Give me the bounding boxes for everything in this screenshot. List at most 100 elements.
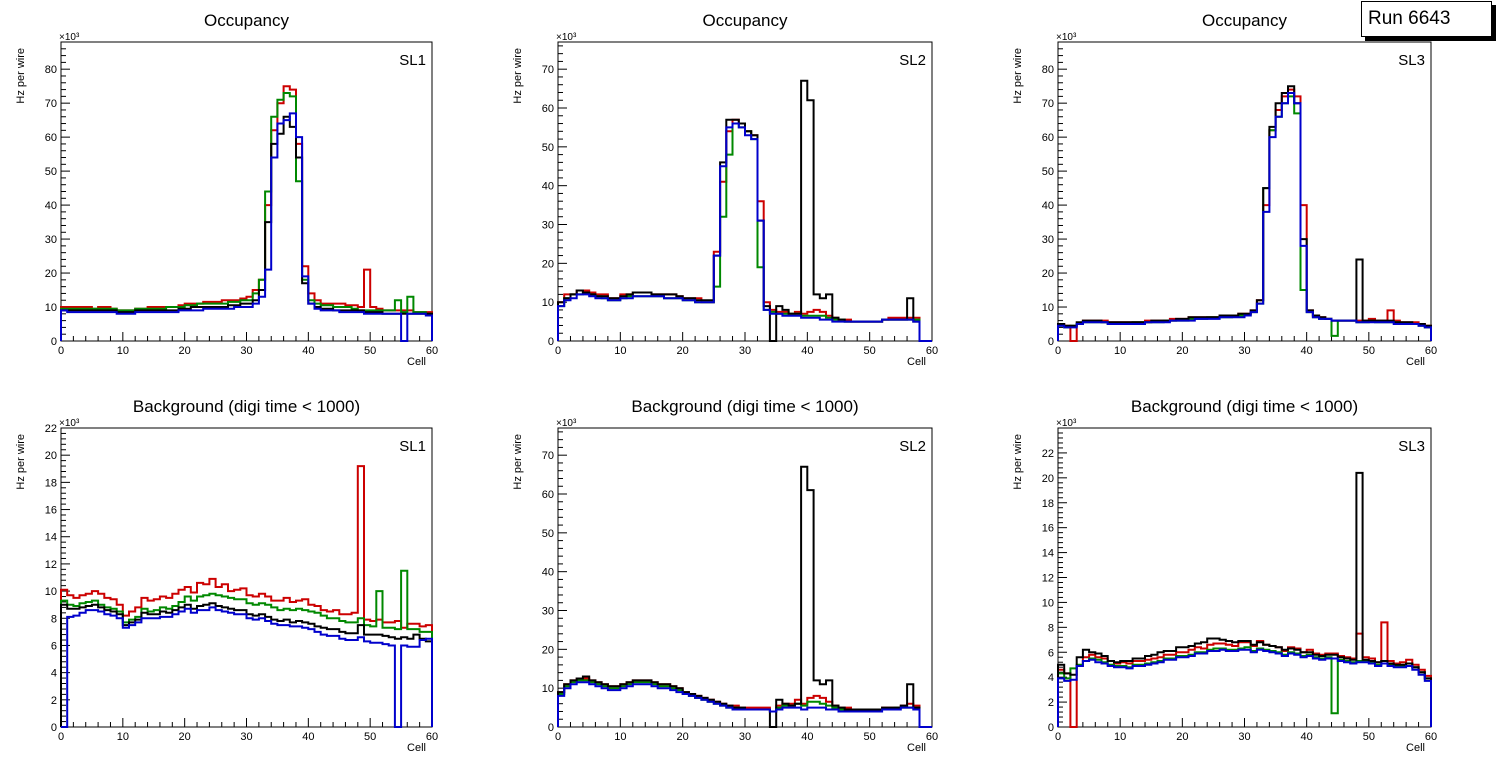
plot-frame bbox=[557, 427, 933, 728]
series-blue-line bbox=[1057, 92, 1432, 341]
y-tick-label: 20 bbox=[1042, 473, 1054, 485]
y-tick-label: 80 bbox=[1042, 64, 1054, 76]
y-tick-label: 22 bbox=[45, 423, 57, 435]
y-tick-label: 20 bbox=[1042, 268, 1054, 280]
y-tick-label: 50 bbox=[542, 142, 554, 154]
y-tick-label: 0 bbox=[51, 722, 57, 734]
x-tick-label: 0 bbox=[555, 731, 561, 743]
chart-panel-4: Background (digi time < 1000) 0 2 4 6 8 10 12 14… bbox=[15, 397, 438, 754]
y-tick-label: 14 bbox=[45, 532, 57, 544]
series-blue-line bbox=[1057, 648, 1432, 727]
series-blue-line bbox=[557, 681, 932, 728]
x-tick-label: 40 bbox=[1301, 345, 1313, 357]
y-tick-label: 10 bbox=[45, 302, 57, 314]
chart-title: Occupancy bbox=[204, 11, 290, 30]
series-blue-line bbox=[60, 112, 433, 342]
y-tick-label: 6 bbox=[1048, 647, 1054, 659]
x-tick-label: 50 bbox=[364, 345, 376, 357]
x-tick-label: 40 bbox=[302, 345, 314, 357]
x-tick-label: 10 bbox=[1114, 731, 1126, 743]
panel-tag: SL1 bbox=[399, 438, 426, 455]
y-tick-label: 10 bbox=[1042, 597, 1054, 609]
y-tick-label: 30 bbox=[542, 220, 554, 232]
x-tick-label: 20 bbox=[677, 731, 689, 743]
y-tick-label: 70 bbox=[542, 450, 554, 462]
y-tick-label: 12 bbox=[45, 559, 57, 571]
y-tick-label: 16 bbox=[1042, 523, 1054, 535]
y-tick-label: 12 bbox=[1042, 573, 1054, 585]
x-tick-label: 40 bbox=[801, 731, 813, 743]
y-exponent-label: ×10³ bbox=[556, 32, 577, 43]
series-black-line bbox=[1057, 85, 1432, 341]
panel-tag: SL3 bbox=[1398, 438, 1425, 455]
x-tick-label: 20 bbox=[179, 345, 191, 357]
x-axis-label: Cell bbox=[1406, 356, 1425, 368]
y-tick-label: 14 bbox=[1042, 548, 1054, 560]
x-tick-label: 40 bbox=[302, 731, 314, 743]
x-tick-label: 10 bbox=[614, 731, 626, 743]
y-tick-label: 6 bbox=[51, 640, 57, 652]
y-tick-label: 4 bbox=[51, 668, 57, 680]
y-tick-label: 18 bbox=[45, 477, 57, 489]
panel-tag: SL2 bbox=[899, 438, 926, 455]
x-axis-label: Cell bbox=[907, 742, 926, 754]
x-tick-label: 20 bbox=[677, 345, 689, 357]
x-tick-label: 20 bbox=[179, 731, 191, 743]
y-tick-label: 10 bbox=[542, 297, 554, 309]
series-red-line bbox=[1057, 88, 1432, 342]
chart-title: Background (digi time < 1000) bbox=[133, 397, 360, 416]
series-black-line bbox=[557, 465, 932, 728]
series-black-line bbox=[60, 115, 433, 341]
y-tick-label: 10 bbox=[45, 586, 57, 598]
x-tick-label: 10 bbox=[1114, 345, 1126, 357]
series-green-line bbox=[557, 122, 932, 342]
series-green-line bbox=[60, 92, 433, 341]
plot-frame bbox=[1057, 41, 1432, 342]
x-axis-label: Cell bbox=[1406, 742, 1425, 754]
x-tick-label: 30 bbox=[1238, 731, 1250, 743]
x-axis-label: Cell bbox=[407, 356, 426, 368]
y-tick-label: 16 bbox=[45, 505, 57, 517]
y-tick-label: 60 bbox=[45, 132, 57, 144]
series-green-line bbox=[60, 569, 433, 727]
x-tick-label: 0 bbox=[58, 731, 64, 743]
series-red-line bbox=[557, 118, 932, 342]
x-tick-label: 50 bbox=[1363, 731, 1375, 743]
series-red-line bbox=[60, 465, 433, 727]
y-axis-label: Hz per wire bbox=[15, 434, 27, 490]
y-tick-label: 60 bbox=[542, 489, 554, 501]
panel-tag: SL2 bbox=[899, 52, 926, 69]
x-tick-label: 0 bbox=[555, 345, 561, 357]
y-tick-label: 8 bbox=[51, 613, 57, 625]
series-red-line bbox=[1057, 621, 1432, 728]
chart-panel-5: Background (digi time < 1000) 0 10 20 30 40 50… bbox=[512, 397, 938, 754]
y-tick-label: 4 bbox=[1048, 672, 1054, 684]
plot-frame bbox=[557, 41, 933, 342]
x-tick-label: 60 bbox=[1425, 345, 1437, 357]
x-tick-label: 50 bbox=[864, 731, 876, 743]
x-tick-label: 10 bbox=[614, 345, 626, 357]
plot-frame bbox=[1057, 427, 1432, 728]
y-tick-label: 50 bbox=[1042, 166, 1054, 178]
panel-tag: SL1 bbox=[399, 52, 426, 69]
x-tick-label: 50 bbox=[864, 345, 876, 357]
x-tick-label: 20 bbox=[1176, 731, 1188, 743]
y-tick-label: 30 bbox=[1042, 234, 1054, 246]
x-tick-label: 60 bbox=[426, 345, 438, 357]
y-tick-label: 20 bbox=[542, 258, 554, 270]
y-tick-label: 10 bbox=[542, 683, 554, 695]
series-black-line bbox=[557, 79, 932, 342]
series-black-line bbox=[1057, 471, 1432, 727]
y-tick-label: 50 bbox=[45, 166, 57, 178]
x-tick-label: 50 bbox=[364, 731, 376, 743]
y-tick-label: 40 bbox=[45, 200, 57, 212]
x-tick-label: 40 bbox=[1301, 731, 1313, 743]
y-exponent-label: ×10³ bbox=[556, 418, 577, 429]
x-tick-label: 60 bbox=[926, 731, 938, 743]
x-tick-label: 50 bbox=[1363, 345, 1375, 357]
chart-title: Occupancy bbox=[702, 11, 788, 30]
y-tick-label: 0 bbox=[548, 336, 554, 348]
y-tick-label: 22 bbox=[1042, 448, 1054, 460]
